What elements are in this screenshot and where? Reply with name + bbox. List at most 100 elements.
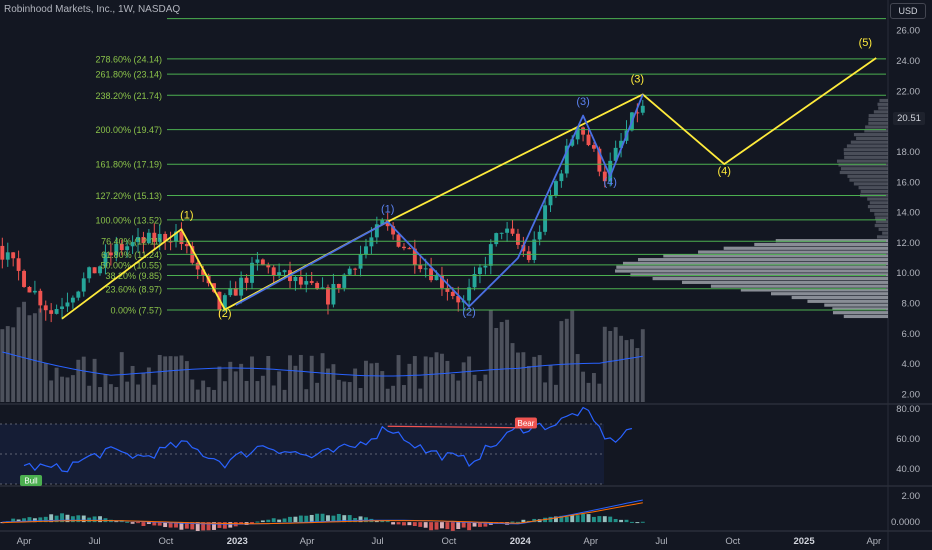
volume-bar [114, 387, 119, 402]
macd-histogram-bar [76, 515, 81, 523]
macd-histogram-bar [277, 519, 282, 523]
volume-bar [304, 389, 309, 402]
volume-profile-bar [698, 250, 888, 254]
volume-bar [640, 329, 645, 402]
volume-bar [374, 362, 379, 402]
volume-bar [553, 384, 558, 402]
macd-histogram-bar [16, 519, 21, 523]
volume-bar [488, 309, 493, 402]
price-tick-label: 8.00 [902, 299, 921, 310]
candle-body [282, 270, 287, 273]
candle-body [570, 139, 575, 146]
volume-bar [5, 326, 10, 402]
candle-body [271, 267, 276, 276]
macd-histogram-bar [423, 522, 428, 528]
volume-profile-bar [860, 189, 888, 194]
macd-histogram-bar [602, 516, 607, 523]
candle-body [114, 243, 119, 256]
macd-histogram-bar [206, 522, 211, 531]
candle-body [575, 127, 580, 140]
volume-bar [467, 356, 472, 402]
time-tick-label: Apr [300, 536, 315, 547]
candle-body [168, 241, 173, 243]
candle-body [336, 284, 341, 288]
candle-body [342, 274, 347, 288]
macd-tick-label: 0.0000 [891, 517, 920, 528]
macd-histogram-bar [32, 518, 37, 523]
candle-body [396, 234, 401, 247]
candle-body [315, 282, 320, 289]
macd-histogram-bar [49, 514, 54, 523]
candle-body [255, 259, 260, 263]
volume-bar [125, 381, 130, 402]
candle-body [391, 226, 396, 235]
volume-bar [212, 389, 216, 402]
volume-profile-bar [856, 136, 888, 140]
volume-profile-bar [879, 98, 888, 103]
macd-histogram-bar [461, 522, 466, 528]
volume-bar [629, 339, 634, 402]
volume-bar [222, 381, 227, 402]
macd-histogram-bar [266, 519, 271, 523]
macd-histogram-bar [288, 516, 292, 523]
volume-profile-bar [710, 284, 888, 288]
macd-histogram-bar [304, 515, 309, 523]
volume-bar [136, 384, 140, 402]
macd-histogram-bar [250, 522, 254, 525]
candle-body [266, 265, 271, 268]
volume-profile-bar [836, 159, 888, 163]
candle-body [635, 112, 640, 114]
macd-histogram-bar [174, 522, 178, 528]
time-tick-label: Apr [866, 536, 881, 547]
time-tick-label: Jul [372, 536, 384, 547]
macd-histogram-bar [70, 516, 75, 523]
time-tick-label: 2025 [793, 536, 815, 547]
time-tick-label: Oct [159, 536, 174, 547]
volume-profile-bar [616, 265, 888, 269]
candle-body [141, 237, 146, 244]
macd-histogram-bar [342, 515, 347, 523]
candle-body [38, 290, 43, 306]
candle-body [304, 281, 309, 285]
wave-label: (4) [717, 166, 730, 178]
volume-bar [543, 382, 548, 402]
candle-body [505, 228, 510, 233]
macd-histogram-bar [434, 522, 439, 530]
candle-body [353, 268, 358, 270]
macd-histogram-bar [450, 522, 455, 531]
macd-histogram-bar [22, 518, 26, 523]
wave-label: (1) [381, 204, 394, 216]
macd-histogram-bar [228, 522, 233, 528]
candle-body [488, 244, 493, 266]
candle-body [130, 242, 135, 247]
candle-body [54, 309, 59, 314]
macd-histogram-bar [483, 522, 488, 527]
macd-histogram-bar [548, 516, 553, 523]
candle-body [222, 295, 227, 310]
currency-button[interactable]: USD [890, 3, 926, 19]
macd-histogram-bar [391, 522, 396, 525]
candle-body [146, 232, 151, 244]
macd-histogram-bar [146, 522, 151, 524]
volume-bar [499, 322, 504, 402]
macd-histogram-bar [27, 517, 32, 523]
candle-body [250, 262, 254, 283]
candle-body [65, 302, 70, 307]
macd-tick-label: 2.00 [902, 491, 921, 502]
candle-body [108, 252, 113, 256]
macd-histogram-bar [114, 521, 119, 523]
volume-bar [564, 318, 569, 402]
fib-level-label: 261.80% (23.14) [95, 70, 162, 80]
price-tick-label: 22.00 [896, 86, 920, 97]
candle-body [369, 237, 374, 247]
volume-profile-bar [824, 303, 888, 307]
macd-histogram-bar [201, 522, 206, 531]
volume-bar [472, 374, 477, 402]
volume-bar [347, 382, 352, 402]
macd-histogram-bar [608, 516, 613, 523]
bearish-divergence-line [387, 425, 518, 429]
candle-body [412, 248, 417, 265]
macd-histogram-bar [559, 515, 564, 523]
macd-histogram-bar [179, 522, 184, 530]
